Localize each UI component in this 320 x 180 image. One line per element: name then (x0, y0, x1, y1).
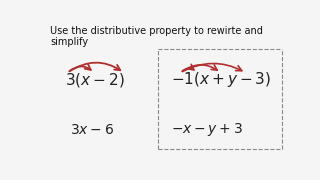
Text: $3x-6$: $3x-6$ (70, 123, 114, 137)
Text: $-x-y+3$: $-x-y+3$ (172, 121, 243, 138)
Text: $-1(x+y-3)$: $-1(x+y-3)$ (172, 70, 272, 89)
Text: Use the distributive property to rewirte and
simplify: Use the distributive property to rewirte… (50, 26, 263, 47)
Text: $3(x-2)$: $3(x-2)$ (65, 71, 124, 89)
